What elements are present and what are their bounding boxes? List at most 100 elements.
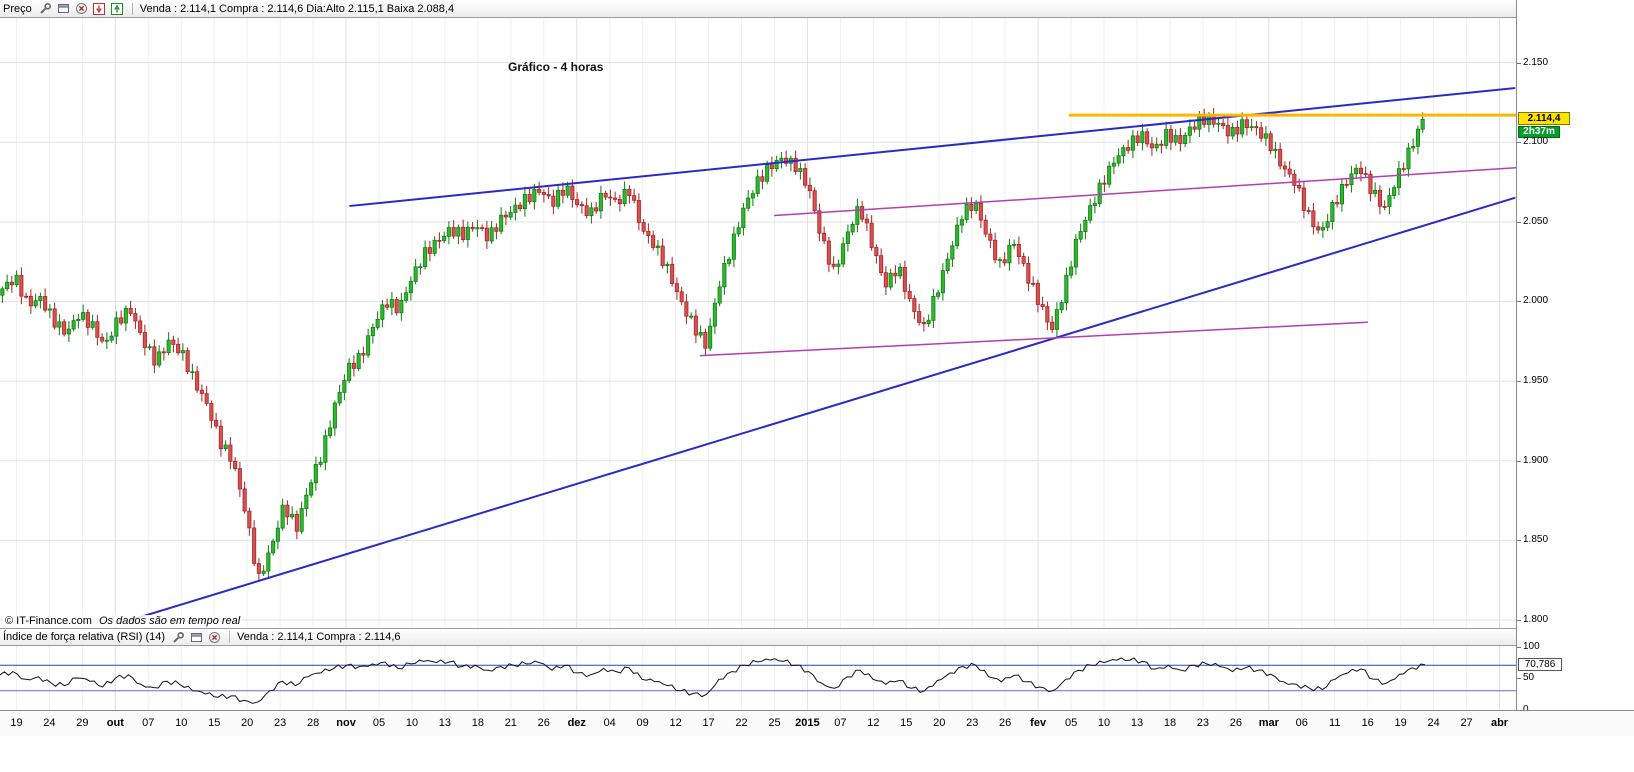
candle: [337, 391, 342, 404]
candle: [1154, 143, 1159, 149]
candle: [271, 540, 276, 554]
time-tick-label: 26: [999, 717, 1012, 729]
time-axis[interactable]: 19 24 29 out 07 10 15 20 23 28 nov 05 10 13 18 21 26 dez 0…: [0, 710, 1634, 736]
price-tick-label: 1.850: [1516, 534, 1549, 546]
time-tick-label: 22: [735, 717, 748, 729]
candle: [1102, 182, 1107, 185]
candle: [1263, 133, 1268, 139]
candle: [399, 300, 404, 314]
candle: [76, 318, 81, 321]
candle: [1268, 133, 1273, 152]
candle: [955, 224, 960, 247]
candle: [570, 185, 575, 200]
candle: [1282, 165, 1287, 170]
buy-arrow-icon[interactable]: [110, 2, 125, 16]
candle: [237, 468, 242, 490]
candle: [627, 188, 632, 196]
time-tick-label: 25: [768, 717, 781, 729]
candle: [43, 296, 48, 311]
candle: [1292, 173, 1297, 186]
candle: [793, 157, 798, 172]
candle: [62, 321, 67, 335]
trend-line-channel-upper-purple: [773, 166, 1516, 217]
candle: [1301, 187, 1306, 211]
settings-wrench-icon[interactable]: [171, 630, 186, 644]
candle: [1149, 143, 1154, 149]
candle: [508, 212, 513, 218]
candle: [807, 184, 812, 192]
candle: [375, 319, 380, 328]
close-icon[interactable]: [74, 2, 89, 16]
candle: [1159, 143, 1164, 146]
candle: [261, 570, 266, 574]
candle: [14, 274, 19, 286]
price-axis[interactable]: 2.114,4 2h37m 70,786 2.150 2.100 2.050 2.00…: [1516, 0, 1634, 715]
time-tick-label: 09: [636, 717, 649, 729]
time-tick-label: 17: [702, 717, 715, 729]
detach-window-icon[interactable]: [56, 2, 71, 16]
candle: [1069, 266, 1074, 276]
candle: [1392, 187, 1397, 196]
settings-wrench-icon[interactable]: [38, 2, 53, 16]
candle: [1297, 185, 1302, 189]
candle: [822, 232, 827, 242]
candle: [589, 207, 594, 216]
candle: [689, 315, 694, 318]
candle: [1183, 134, 1188, 144]
candle: [366, 335, 371, 356]
candle: [1249, 126, 1254, 129]
candle: [522, 193, 527, 210]
candle: [560, 189, 565, 196]
candle: [1339, 184, 1344, 205]
candle: [47, 308, 52, 311]
candle: [660, 245, 665, 267]
candle: [518, 204, 523, 210]
candle: [613, 197, 618, 200]
time-tick-label: 05: [372, 717, 386, 729]
copyright-text: © IT-Finance.com Os dados são em tempo re…: [3, 615, 243, 627]
candle: [19, 274, 24, 297]
candle: [52, 308, 57, 328]
candle: [841, 243, 846, 265]
candle: [1320, 227, 1325, 231]
candle: [446, 227, 451, 237]
candle: [427, 247, 432, 254]
time-tick-label: 28: [306, 717, 320, 729]
candle: [1254, 126, 1259, 129]
candle: [5, 281, 10, 290]
candle: [309, 482, 314, 496]
time-tick-label: dez: [567, 717, 586, 729]
time-tick-label: 10: [1097, 717, 1111, 729]
candle: [1330, 202, 1335, 222]
candle: [532, 188, 537, 202]
sell-arrow-icon[interactable]: [92, 2, 107, 16]
candlestick-chart[interactable]: [0, 18, 1516, 628]
candle: [328, 427, 333, 436]
detach-window-icon[interactable]: [189, 630, 204, 644]
candle: [413, 266, 418, 282]
time-tick-label: 16: [1361, 717, 1374, 729]
candle: [1354, 167, 1359, 175]
candle: [347, 362, 352, 381]
candle: [760, 176, 765, 182]
time-tick-label: 19: [1394, 717, 1407, 729]
candle: [119, 317, 124, 324]
candle: [1358, 167, 1363, 174]
candle: [674, 283, 679, 293]
candle: [1092, 203, 1097, 206]
candle: [275, 527, 280, 542]
candle: [1216, 122, 1221, 125]
candle: [684, 301, 689, 317]
candle: [879, 255, 884, 274]
candle: [1235, 126, 1240, 135]
candle: [418, 266, 423, 269]
time-tick-label: 19: [10, 717, 23, 729]
rsi-line-chart[interactable]: [0, 646, 1516, 710]
rsi-chart-area[interactable]: [0, 646, 1516, 710]
close-icon[interactable]: [207, 630, 222, 644]
price-chart-area[interactable]: Gráfico - 4 horas © IT-Finance.com Os dad…: [0, 18, 1516, 628]
candle: [1073, 238, 1078, 268]
candle: [342, 380, 347, 393]
candle: [579, 204, 584, 207]
